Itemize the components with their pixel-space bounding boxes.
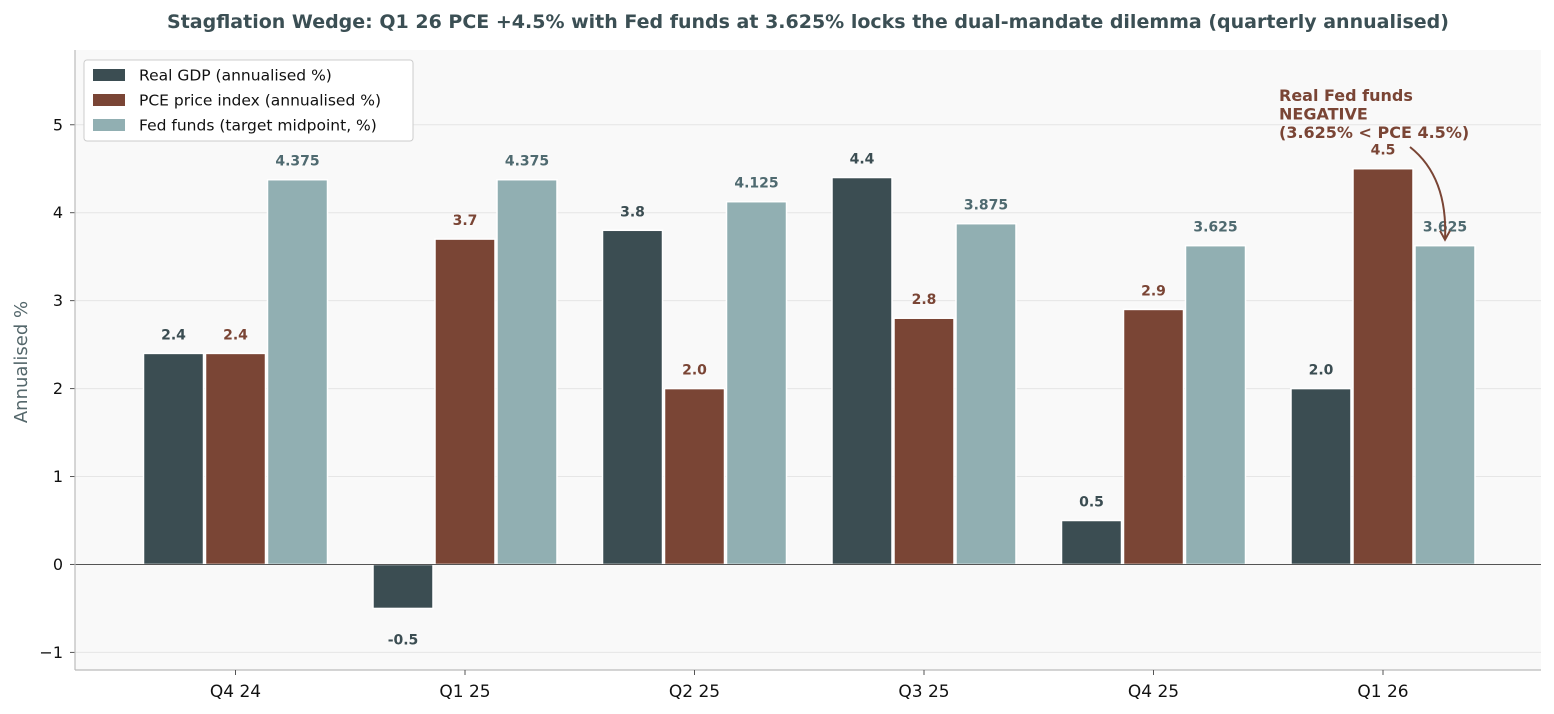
data-label: 4.125	[734, 176, 778, 192]
bar-gdp	[142, 352, 205, 566]
x-tick-label: Q1 26	[1357, 682, 1408, 702]
legend-entry: Fed funds (target midpoint, %)	[139, 117, 377, 135]
legend-box	[83, 59, 414, 142]
bar-pce	[434, 238, 496, 566]
annotation-arrow	[1409, 146, 1447, 240]
chart-title: Stagflation Wedge: Q1 26 PCE +4.5% with …	[167, 11, 1449, 33]
y-tick-label: 3	[53, 291, 63, 310]
y-tick-label: 0	[53, 555, 63, 574]
legend-swatch	[93, 69, 125, 81]
bar-pce	[204, 352, 267, 566]
annotation-text: NEGATIVE	[1279, 105, 1368, 124]
y-tick-label: 1	[53, 467, 63, 486]
bar-gdp	[831, 176, 893, 566]
bar-fed	[1414, 244, 1476, 566]
legend-entry: Real GDP (annualised %)	[139, 67, 332, 85]
x-tick-label: Q2 25	[669, 682, 720, 702]
data-label: 2.0	[682, 363, 707, 379]
y-tick-label: 2	[53, 379, 63, 398]
x-tick-label: Q1 25	[439, 682, 490, 702]
data-label: 2.4	[161, 327, 186, 343]
data-label: 2.9	[1141, 283, 1166, 299]
data-label: 4.375	[275, 154, 319, 170]
bar-fed	[955, 222, 1017, 566]
bar-fed	[1184, 244, 1247, 566]
axes: −1 0 1 2 3 4 5 Q4 24 Q1 25 Q2 25 Q3 25 Q4 25 Q1 26	[39, 50, 1541, 702]
data-labels: 2.4 -0.5 3.8 4.4 0.5 2.0 2.4 3.7 2.0 2.8 2.9 4.5 4.3…	[161, 143, 1467, 649]
data-label: 2.0	[1309, 363, 1334, 379]
data-label: 3.7	[453, 213, 478, 229]
bar-fed	[496, 178, 558, 566]
annotation-text: Real Fed funds	[1279, 86, 1413, 105]
legend-swatch	[93, 94, 125, 106]
data-label: 0.5	[1079, 494, 1104, 510]
y-tick-label: 4	[53, 203, 63, 222]
data-label: 3.8	[620, 204, 645, 220]
x-tick-label: Q4 25	[1128, 682, 1179, 702]
y-tick-label: 5	[53, 115, 63, 134]
data-label: 2.8	[912, 292, 937, 308]
legend-entry: PCE price index (annualised %)	[139, 92, 381, 110]
y-tick-label: −1	[39, 643, 63, 662]
data-label: 4.4	[850, 152, 875, 168]
bar-pce	[663, 387, 726, 566]
legend-swatch	[93, 119, 125, 131]
bar-pce	[1122, 308, 1185, 566]
data-label: 3.625	[1193, 220, 1237, 236]
bar-pce	[1352, 167, 1414, 566]
annotation-arrowhead	[1439, 230, 1451, 242]
x-tick-label: Q3 25	[898, 682, 949, 702]
annotation-text: (3.625% < PCE 4.5%)	[1279, 123, 1469, 142]
bar-pce	[893, 317, 955, 566]
data-label: 4.375	[505, 154, 549, 170]
bar-gdp	[1290, 387, 1352, 566]
x-tick-label: Q4 24	[210, 682, 261, 702]
bar-gdp	[601, 229, 664, 566]
data-label: 2.4	[223, 327, 248, 343]
bar-fed	[266, 178, 329, 566]
bar-gdp	[372, 563, 434, 610]
legend: Real GDP (annualised %) PCE price index (…	[83, 59, 414, 142]
data-label: 4.5	[1371, 143, 1396, 159]
bar-gdp	[1060, 519, 1123, 566]
bar-fed	[725, 200, 788, 566]
data-label: -0.5	[388, 632, 419, 648]
y-axis-label: Annualised %	[11, 301, 32, 423]
data-label: 3.875	[964, 198, 1008, 214]
